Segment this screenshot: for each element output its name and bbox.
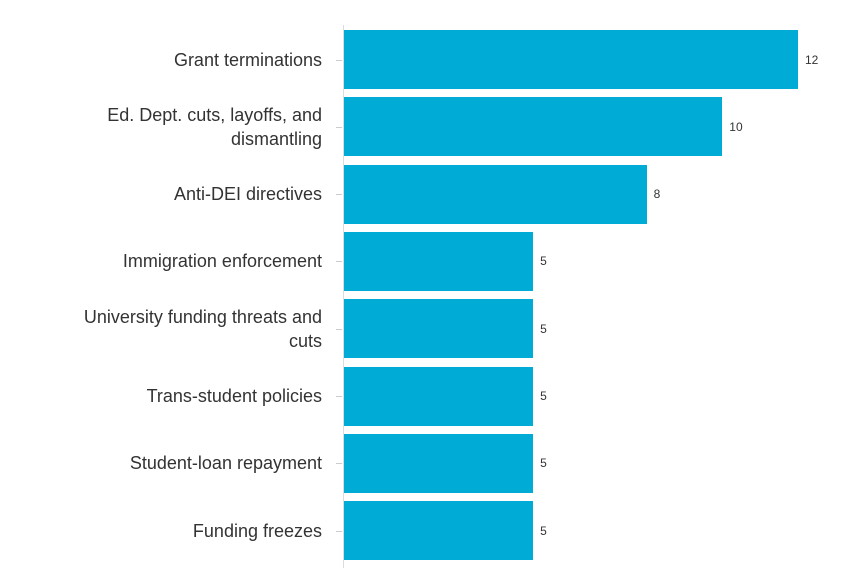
axis-tick: [336, 59, 342, 61]
value-label: 5: [540, 321, 547, 336]
bar: [344, 164, 647, 224]
value-label: 10: [729, 119, 743, 134]
axis-tick: [336, 530, 342, 532]
bar: [344, 231, 534, 291]
value-label: 8: [653, 187, 661, 202]
category-label: Anti-DEI directives: [173, 184, 322, 205]
axis-tick: [336, 328, 342, 330]
category-label: Ed. Dept. cuts, layoffs, and dismantling: [107, 104, 322, 149]
bar: [344, 30, 798, 89]
axis-tick: [336, 396, 342, 397]
bar: [344, 366, 534, 426]
category-label: Student-loan repayment: [129, 453, 322, 474]
category-label: Trans-student policies: [146, 386, 322, 406]
category-label: University funding threats and cuts: [83, 306, 322, 351]
value-label: 5: [540, 389, 547, 403]
value-label: 5: [540, 456, 547, 471]
axis-tick: [336, 463, 342, 465]
category-label: Grant terminations: [173, 49, 322, 70]
axis-tick: [336, 261, 342, 263]
bar: [344, 501, 534, 561]
bar: [344, 97, 723, 157]
value-label: 5: [540, 523, 547, 538]
y-axis-line: [343, 25, 344, 568]
axis-tick: [336, 126, 342, 128]
bar: [344, 299, 534, 359]
axis-tick: [336, 194, 342, 196]
bar: [344, 433, 534, 493]
category-label: Funding freezes: [192, 520, 322, 541]
category-label: Immigration enforcement: [122, 251, 322, 272]
value-label: 12: [804, 52, 819, 67]
value-label: 5: [540, 254, 547, 269]
